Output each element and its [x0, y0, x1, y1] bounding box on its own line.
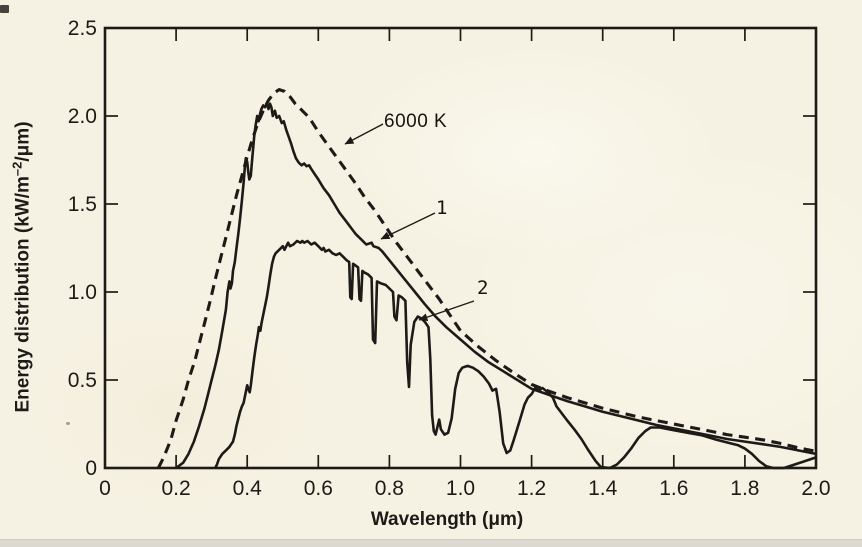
y-axis-title-superscript: –2: [9, 161, 25, 177]
x-tick-label: 0.2: [161, 477, 190, 500]
x-tick-label: 1.2: [517, 477, 546, 500]
y-axis-title-pre: Energy distribution (kW/m: [12, 176, 34, 413]
scan-artifact-corner-mark: [0, 5, 9, 13]
y-tick-label: 0.5: [68, 369, 97, 392]
y-tick-label: 0: [85, 457, 97, 480]
scan-artifact-speck: [66, 422, 70, 425]
curve-1-smooth-solid: [175, 102, 817, 470]
x-tick-label: 0.4: [233, 477, 263, 500]
y-tick-label: 1.5: [68, 193, 97, 216]
y-axis-title: Energy distribution (kW/m–2/μm): [9, 121, 34, 412]
annotation-curve1-label: 1: [436, 197, 448, 219]
x-tick-label: 1.8: [730, 477, 759, 500]
curve-2-jagged-solid: [214, 239, 817, 470]
x-tick-label: 0.6: [304, 477, 333, 500]
x-tick-label: 1.4: [588, 477, 618, 500]
plot-frame: [103, 26, 818, 470]
x-tick-label: 0: [99, 477, 111, 500]
annotation-curve2-label: 2: [477, 277, 489, 299]
x-tick-label: 1.6: [659, 477, 688, 500]
scan-artifact-bottom-edge: [0, 539, 862, 547]
y-tick-label: 1.0: [68, 281, 97, 304]
y-tick-label: 2.0: [68, 105, 97, 128]
x-tick-label: 0.8: [375, 477, 404, 500]
curve-6000k-blackbody: [156, 88, 817, 469]
y-axis-title-post: /μm): [12, 121, 34, 162]
x-tick-label: 1.0: [446, 477, 475, 500]
annotation-arrow-1: [380, 212, 436, 240]
y-tick-label: 2.5: [68, 17, 97, 40]
annotation-6000k-label: 6000 K: [384, 111, 448, 132]
x-axis-title: Wavelength (μm): [370, 509, 524, 530]
x-tick-label: 2.0: [801, 477, 830, 500]
annotation-arrow-6000k: [344, 123, 384, 145]
